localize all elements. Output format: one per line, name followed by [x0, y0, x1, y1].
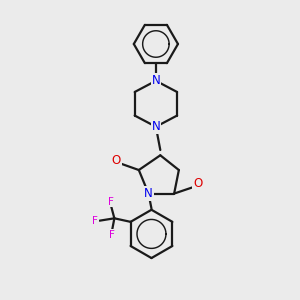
Text: F: F — [108, 196, 114, 206]
Text: N: N — [152, 74, 160, 87]
Text: N: N — [152, 120, 160, 133]
Text: O: O — [193, 177, 202, 190]
Text: F: F — [92, 216, 98, 226]
Text: N: N — [152, 74, 160, 87]
Text: O: O — [112, 154, 121, 166]
Text: F: F — [109, 230, 115, 240]
Text: N: N — [144, 187, 153, 200]
